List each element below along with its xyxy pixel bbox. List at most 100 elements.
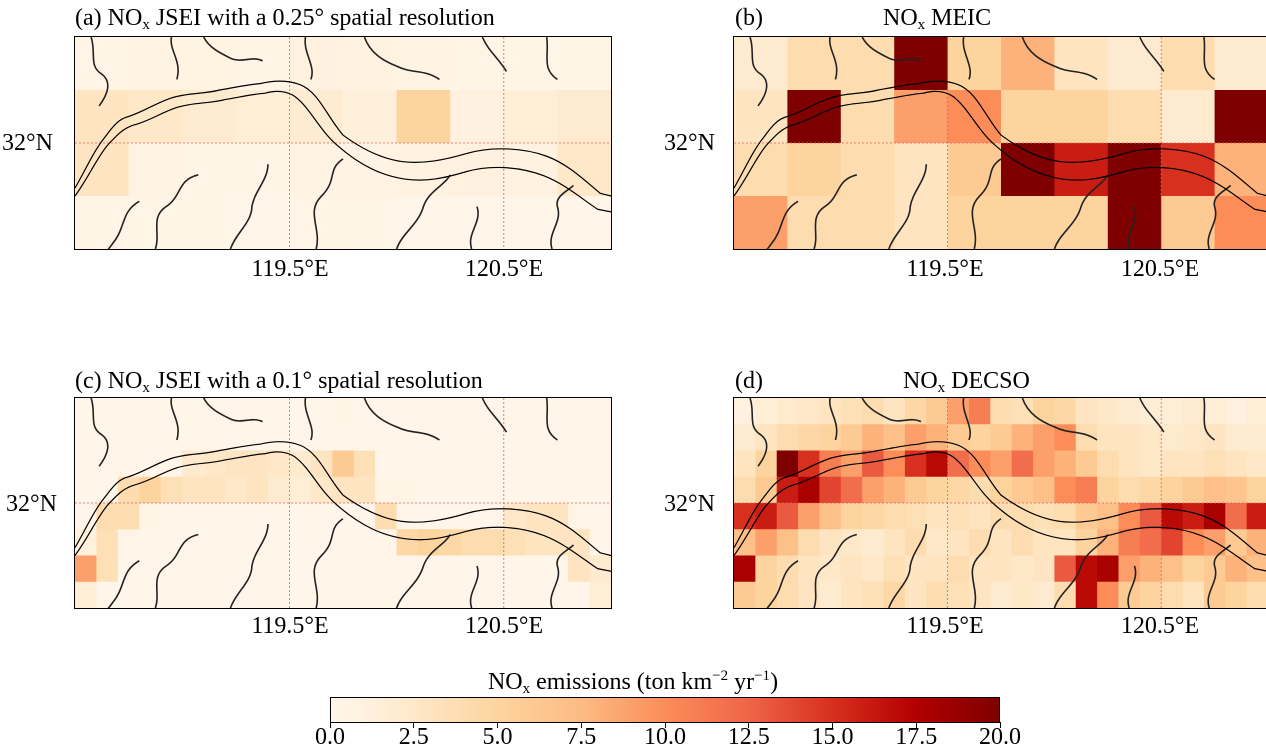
boundary-line (1128, 207, 1136, 249)
grid-cell (482, 450, 505, 478)
grid-cell (117, 424, 140, 452)
boundary-line (1204, 398, 1215, 440)
grid-cell (332, 529, 355, 557)
grid-cell (1011, 555, 1034, 583)
grid-cell (235, 90, 290, 144)
grid-cell (1033, 476, 1055, 504)
grid-cell (310, 581, 333, 608)
grid-cell (1139, 450, 1162, 478)
grid-cell (568, 581, 591, 608)
grid-cell (1161, 476, 1184, 504)
grid-cell (1118, 450, 1141, 478)
grid-cell (139, 424, 162, 452)
grid-cell (267, 476, 290, 504)
grid-cell (819, 529, 842, 557)
grid-cell (755, 424, 778, 452)
grid-cell (203, 476, 226, 504)
grid-cell (546, 581, 569, 608)
boundary-line (171, 398, 178, 440)
grid-cell (182, 143, 237, 197)
boundary-line (155, 535, 198, 609)
grid-cell (1182, 424, 1205, 452)
boundary-line (91, 37, 108, 106)
boundary-line (314, 519, 343, 608)
boundary-line (471, 207, 479, 249)
grid-cell (396, 503, 419, 530)
grid-cell (267, 424, 290, 452)
grid-cell (1161, 450, 1184, 478)
boundary-line (482, 398, 506, 432)
boundary-line (204, 398, 263, 422)
grid-cell (418, 555, 441, 583)
grid-cell (160, 529, 183, 557)
grid-cell (1246, 529, 1266, 557)
river-line (734, 442, 1266, 556)
panel-c-lat-label: 32°N (6, 491, 57, 517)
grid-cell (246, 450, 269, 478)
grid-cell (235, 143, 290, 197)
grid-cell (776, 424, 799, 452)
grid-cell (450, 37, 505, 91)
boundary-line (551, 545, 574, 608)
grid-cell (734, 37, 788, 91)
grid-cell (734, 398, 756, 425)
grid-cell (160, 555, 183, 583)
panel-c-lon-label-2: 120.5°E (464, 613, 544, 639)
grid-cell (1075, 424, 1098, 452)
grid-cell (947, 424, 970, 452)
grid-cell (503, 398, 526, 425)
grid-cell (1054, 398, 1077, 425)
grid-cell (267, 555, 290, 583)
grid-cell (310, 398, 333, 425)
grid-cell (798, 555, 821, 583)
grid-cell (1075, 503, 1098, 530)
boundary-line (1128, 566, 1136, 608)
grid-cell (862, 581, 885, 608)
colorbar-tick-label: 10.0 (644, 724, 686, 750)
grid-cell (862, 503, 885, 530)
grid-cell (1225, 581, 1248, 608)
grid-cell (1203, 450, 1226, 478)
grid-cell (139, 529, 162, 557)
river-line (75, 91, 611, 212)
grid-cell (503, 450, 526, 478)
grid-cell (343, 90, 398, 144)
grid-cell (503, 476, 526, 504)
grid-cell (862, 450, 885, 478)
grid-cell (819, 503, 842, 530)
boundary-line (830, 37, 837, 79)
river-line (75, 452, 611, 571)
grid-cell (182, 503, 205, 530)
grid-cell (246, 529, 269, 557)
grid-cell (1203, 424, 1226, 452)
grid-cell (96, 529, 119, 557)
graticule (734, 37, 1266, 249)
grid-cell (755, 398, 778, 425)
grid-cell (1225, 529, 1248, 557)
grid-cell (139, 581, 162, 608)
grid-cell (894, 90, 949, 144)
grid-cell (353, 424, 376, 452)
grid-cell (734, 450, 756, 478)
grid-cell (310, 424, 333, 452)
grid-cell (1161, 196, 1216, 249)
grid-cell (589, 476, 611, 504)
grid-cell (267, 450, 290, 478)
boundary-line (1208, 545, 1230, 608)
grid-cell (1203, 581, 1226, 608)
grid-cell (1214, 143, 1266, 197)
grid-cell (503, 90, 558, 144)
grid-cell (439, 398, 462, 425)
boundary-line (862, 398, 921, 422)
grid-cell (1054, 37, 1109, 91)
colorbar-tick (748, 722, 750, 728)
grid-cell (96, 476, 119, 504)
grid-cell (947, 555, 970, 583)
grid-cell (182, 90, 237, 144)
grid-cell (568, 424, 591, 452)
grid-cell (289, 555, 312, 583)
grid-cell (267, 581, 290, 608)
grid-cell (755, 450, 778, 478)
grid-cell (1097, 581, 1120, 608)
grid-cell (904, 555, 927, 583)
